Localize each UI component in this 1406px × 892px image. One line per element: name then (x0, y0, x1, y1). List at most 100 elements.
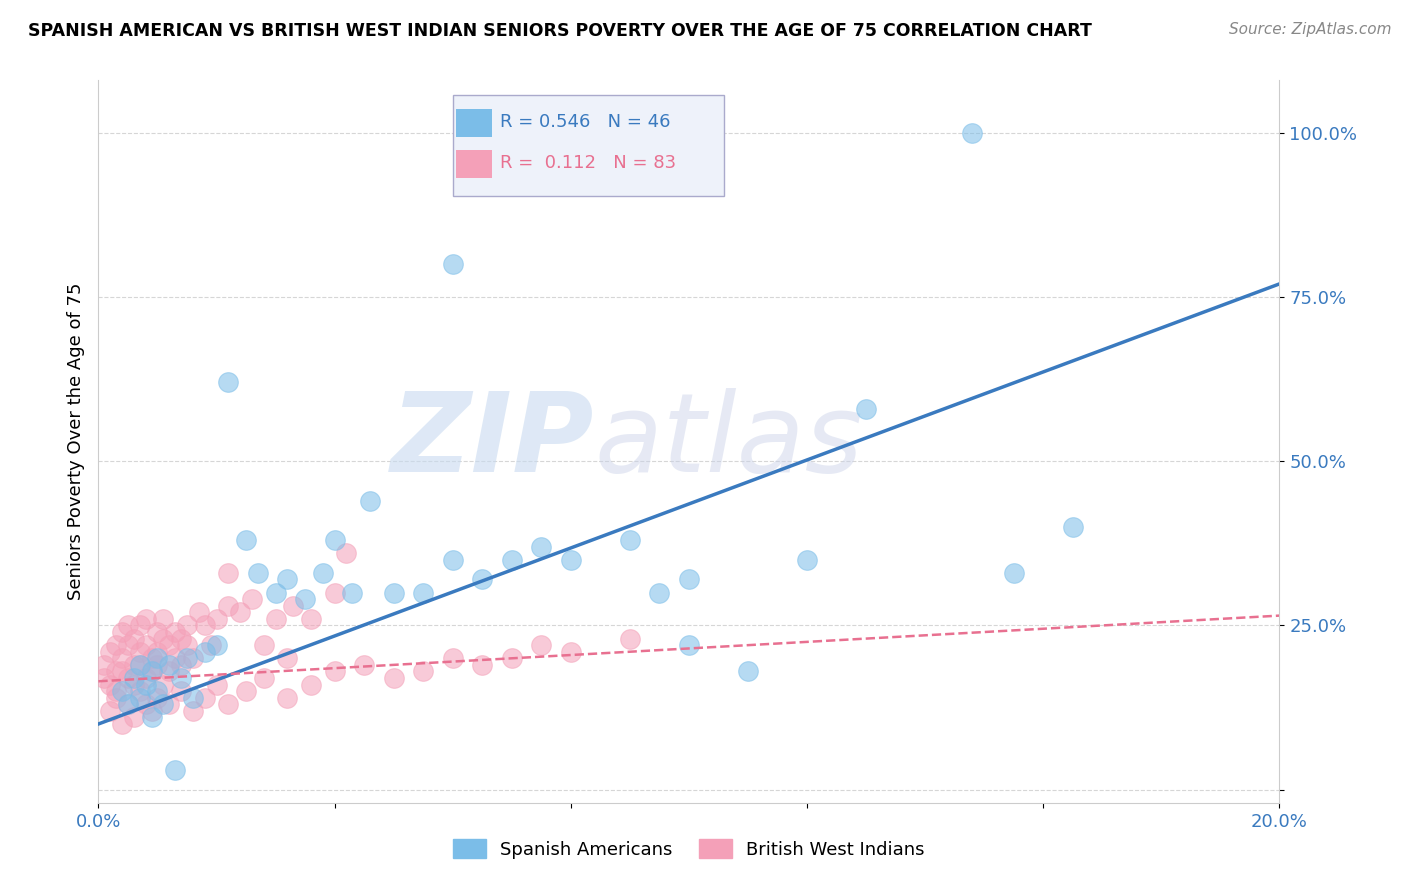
Point (176, 618, 198, 632)
Point (217, 698, 239, 712)
Point (157, 698, 180, 712)
Point (105, 684, 128, 698)
Point (412, 665, 434, 679)
Point (93, 657, 115, 672)
Point (737, 665, 759, 679)
Point (135, 698, 157, 712)
Point (471, 573, 494, 587)
Point (619, 632, 641, 646)
Point (560, 645, 582, 659)
Point (205, 677, 228, 691)
Point (194, 690, 217, 705)
Point (117, 698, 139, 712)
Text: atlas: atlas (595, 388, 863, 495)
Point (128, 690, 150, 705)
Point (176, 638, 198, 652)
Point (157, 657, 180, 672)
Point (194, 618, 217, 632)
Point (117, 698, 139, 712)
Point (253, 638, 276, 652)
Point (117, 618, 139, 632)
Point (200, 638, 222, 652)
Point (335, 546, 357, 560)
Point (98, 704, 121, 718)
Point (152, 612, 174, 626)
Point (152, 632, 174, 646)
Point (111, 651, 134, 665)
Point (170, 684, 193, 698)
Point (264, 612, 287, 626)
Point (678, 638, 700, 652)
Point (146, 684, 169, 698)
Point (111, 684, 134, 698)
Point (152, 677, 174, 691)
Point (962, 126, 984, 140)
Point (412, 585, 434, 599)
Point (217, 599, 239, 613)
Legend: Spanish Americans, British West Indians: Spanish Americans, British West Indians (446, 832, 932, 866)
Point (294, 592, 316, 607)
Text: Source: ZipAtlas.com: Source: ZipAtlas.com (1229, 22, 1392, 37)
Point (141, 665, 163, 679)
Point (165, 763, 187, 777)
Y-axis label: Seniors Poverty Over the Age of 75: Seniors Poverty Over the Age of 75 (66, 283, 84, 600)
Point (276, 690, 298, 705)
Point (146, 657, 169, 672)
Point (530, 638, 553, 652)
Point (146, 690, 169, 705)
Point (135, 638, 157, 652)
Point (146, 625, 169, 640)
Point (176, 651, 198, 665)
Point (253, 671, 276, 685)
Point (382, 671, 405, 685)
Point (117, 638, 139, 652)
Point (111, 625, 134, 640)
Point (141, 704, 163, 718)
FancyBboxPatch shape (453, 95, 724, 196)
Point (229, 605, 252, 619)
Point (205, 638, 228, 652)
Point (135, 671, 157, 685)
Point (98, 677, 121, 691)
Point (170, 657, 193, 672)
Point (117, 671, 139, 685)
Point (157, 638, 180, 652)
Point (157, 665, 180, 679)
Point (299, 677, 322, 691)
Point (141, 710, 163, 724)
Point (283, 599, 305, 613)
Point (146, 645, 169, 659)
Point (165, 651, 187, 665)
Point (128, 657, 150, 672)
Point (648, 585, 671, 599)
Point (105, 690, 128, 705)
Point (246, 566, 269, 580)
Point (299, 612, 322, 626)
Point (323, 665, 346, 679)
Point (678, 573, 700, 587)
Point (359, 493, 381, 508)
Text: SPANISH AMERICAN VS BRITISH WEST INDIAN SENIORS POVERTY OVER THE AGE OF 75 CORRE: SPANISH AMERICAN VS BRITISH WEST INDIAN … (28, 22, 1092, 40)
Point (93, 671, 115, 685)
Point (105, 665, 128, 679)
Point (619, 533, 641, 547)
Point (276, 651, 298, 665)
Point (501, 651, 523, 665)
Point (217, 566, 239, 580)
Point (122, 677, 145, 691)
Point (560, 553, 582, 567)
Point (135, 612, 157, 626)
Point (181, 690, 204, 705)
Point (235, 684, 257, 698)
Point (135, 677, 157, 691)
Point (105, 638, 128, 652)
Point (128, 657, 150, 672)
Point (855, 401, 877, 416)
Point (441, 553, 464, 567)
Point (170, 671, 193, 685)
Point (353, 657, 375, 672)
Point (796, 553, 818, 567)
Text: R = 0.546   N = 46: R = 0.546 N = 46 (501, 113, 671, 131)
Point (342, 585, 364, 599)
Point (205, 612, 228, 626)
